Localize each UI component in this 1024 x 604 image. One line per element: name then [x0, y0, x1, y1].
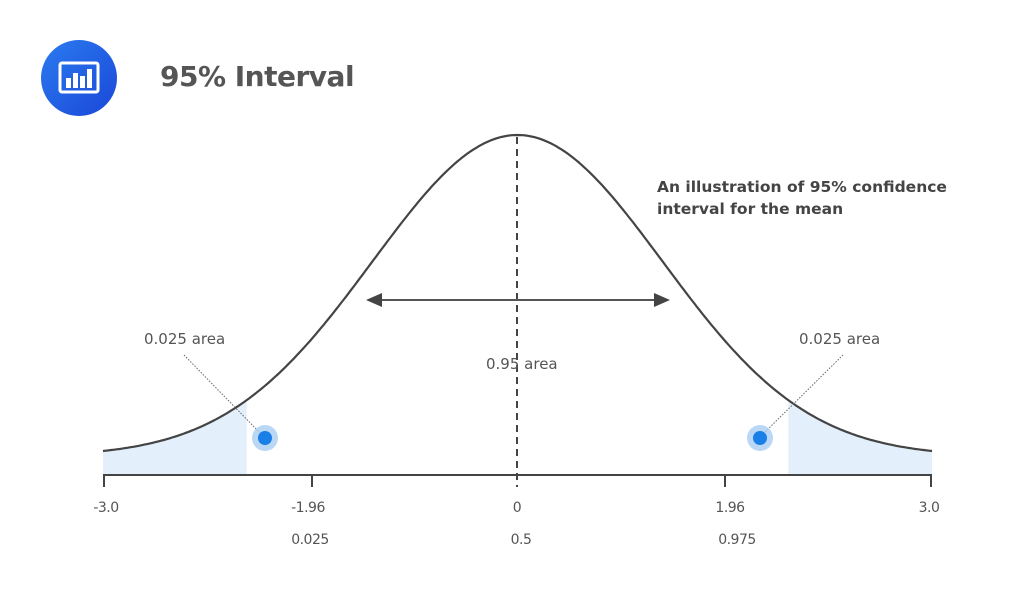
z-tick-196: 1.96: [715, 500, 745, 516]
left-leader-line: [183, 354, 263, 436]
interval-arrow: [366, 293, 670, 307]
left-tail-label: 0.025 area: [144, 330, 226, 348]
right-leader-line: [761, 354, 844, 436]
center-area-label: 0.95 area: [486, 355, 558, 373]
right-marker: [747, 425, 773, 451]
x-axis: [103, 474, 932, 487]
page-title: 95% Interval: [160, 60, 355, 93]
z-tick-3: 3.0: [918, 500, 940, 516]
bar-chart-icon: [58, 61, 100, 94]
p-tick-0975: 0.975: [718, 532, 756, 548]
chart-logo-icon: [41, 40, 117, 116]
left-marker: [252, 425, 278, 451]
z-tick-neg3: -3.0: [93, 500, 119, 516]
p-tick-05: 0.5: [510, 532, 532, 548]
right-tail-label: 0.025 area: [799, 330, 881, 348]
chart-caption: An illustration of 95% confidence interv…: [657, 178, 947, 218]
z-tick-neg196: -1.96: [291, 500, 325, 516]
z-tick-0: 0: [512, 500, 522, 516]
p-tick-0025: 0.025: [291, 532, 329, 548]
